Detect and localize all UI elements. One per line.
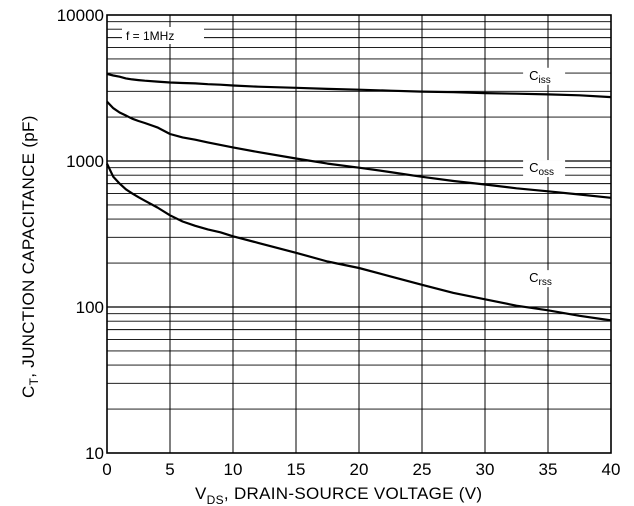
series-line-ciss xyxy=(106,72,612,99)
series-label-sub: oss xyxy=(538,167,554,178)
y-axis-title-main: C xyxy=(19,385,38,398)
plot-frame xyxy=(106,14,612,454)
series-label-main: C xyxy=(529,160,538,175)
x-tick-labels: 0 5 10 15 20 25 30 35 40 xyxy=(102,460,620,479)
y-tick-label: 100 xyxy=(76,298,104,317)
series-label-background xyxy=(523,67,566,85)
series-label-crss: Crss xyxy=(529,270,552,288)
x-tick-label: 35 xyxy=(539,460,558,479)
y-tick-label: 1000 xyxy=(66,152,104,171)
series-lines xyxy=(106,72,612,322)
series-label-coss: Coss xyxy=(529,160,554,178)
frequency-annotation: f = 1MHz xyxy=(122,27,204,44)
x-axis-title-main: V xyxy=(195,484,207,503)
series-line-coss xyxy=(106,100,612,199)
series-label-ciss: Ciss xyxy=(529,68,551,86)
x-tick-label: 0 xyxy=(102,460,111,479)
x-axis-title: VDS, DRAIN-SOURCE VOLTAGE (V) xyxy=(195,484,482,506)
annotation-background xyxy=(122,27,204,44)
annotation-text: f = 1MHz xyxy=(126,29,174,43)
y-tick-label: 10000 xyxy=(57,6,104,25)
y-tick-labels: 10 100 1000 10000 xyxy=(57,6,104,463)
series-label-sub: iss xyxy=(538,75,550,86)
y-tick-label: 10 xyxy=(85,444,104,463)
series-label-sub: rss xyxy=(538,277,551,288)
x-tick-label: 15 xyxy=(287,460,306,479)
y-axis-title-rest: , JUNCTION CAPACITANCE (pF) xyxy=(19,115,38,377)
x-tick-label: 40 xyxy=(602,460,621,479)
x-axis-title-sub: DS xyxy=(207,493,224,506)
x-tick-label: 5 xyxy=(165,460,174,479)
x-axis-title-rest: , DRAIN-SOURCE VOLTAGE (V) xyxy=(224,484,482,503)
x-tick-label: 25 xyxy=(413,460,432,479)
series-label-background xyxy=(523,160,566,178)
series-label-main: C xyxy=(529,68,538,83)
series-label-background xyxy=(523,270,566,288)
y-axis-title: CT, JUNCTION CAPACITANCE (pF) xyxy=(19,115,41,398)
series-line-crss xyxy=(106,163,612,322)
x-tick-label: 10 xyxy=(224,460,243,479)
y-axis-title-sub: T xyxy=(27,377,41,385)
x-tick-label: 20 xyxy=(350,460,369,479)
series-label-main: C xyxy=(529,270,538,285)
x-tick-label: 30 xyxy=(476,460,495,479)
